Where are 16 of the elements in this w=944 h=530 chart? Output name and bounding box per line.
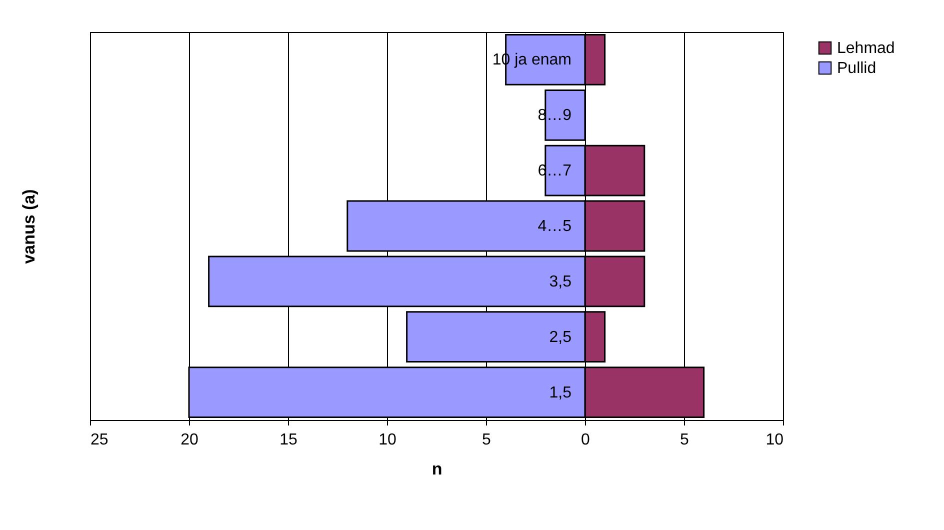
x-tick-label: 20	[180, 432, 198, 448]
x-tick-label: 15	[280, 432, 298, 448]
legend-label: Pullid	[837, 60, 876, 77]
y-tick-label: 2,5	[549, 328, 572, 346]
x-tick-label: 10	[378, 432, 396, 448]
x-tick-label: 5	[482, 432, 492, 448]
x-tick-label: 25	[90, 432, 108, 448]
y-axis-title: vanus (a)	[20, 189, 38, 264]
y-tick-label: 4…5	[538, 218, 572, 235]
x-axis-title: n	[432, 460, 442, 478]
x-tick-label: 5	[680, 432, 690, 448]
y-tick-label: 3,5	[549, 273, 572, 290]
y-tick-label: 1,5	[549, 384, 572, 402]
legend-label: Lehmad	[837, 40, 895, 57]
x-tick-label: 10	[766, 432, 784, 448]
x-tick-label: 0	[581, 432, 590, 448]
